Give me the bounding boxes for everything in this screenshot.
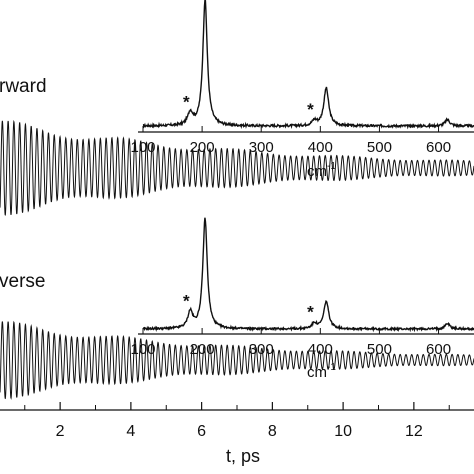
reverse-signal-trace — [0, 320, 474, 400]
inset-x-ticks: 100 200 300 400 500 600 — [130, 126, 451, 156]
forward-spectrum-inset: 100 200 300 400 500 600 * * cm-1 — [130, 0, 474, 180]
main-x-tick-label: 12 — [405, 423, 423, 440]
main-x-tick-label: 8 — [268, 423, 277, 440]
inset-x-tick-label: 400 — [308, 341, 333, 358]
main-x-axis-label: t, ps — [226, 446, 260, 466]
peak-marker-star: * — [183, 92, 190, 111]
inset-x-tick-label: 400 — [308, 139, 333, 156]
peak-marker-star: * — [307, 303, 314, 322]
inset-peak-markers: ** — [183, 92, 314, 119]
inset-background — [138, 0, 474, 132]
forward-spectrum-trace — [142, 0, 474, 130]
inset-x-axis-label: cm-1 — [307, 161, 336, 180]
main-x-tick-label: 2 — [56, 423, 65, 440]
panel-label-forward: rward — [0, 76, 47, 97]
inset-x-ticks: 100 200 300 400 500 600 — [130, 328, 451, 358]
forward-signal-trace — [0, 119, 474, 216]
inset-x-tick-label: 100 — [130, 139, 155, 156]
panel-label-reverse: verse — [0, 271, 45, 292]
inset-x-tick-label: 300 — [249, 139, 274, 156]
inset-x-tick-label: 500 — [367, 139, 392, 156]
inset-x-axis-label-base: cm — [307, 364, 327, 381]
main-x-tick-label: 6 — [197, 423, 206, 440]
inset-background — [138, 208, 474, 334]
inset-x-axis-label-exp: -1 — [327, 362, 336, 373]
inset-x-tick-label: 200 — [190, 139, 215, 156]
inset-x-tick-label: 600 — [426, 341, 451, 358]
inset-x-tick-label: 100 — [130, 341, 155, 358]
main-x-tick-label: 10 — [334, 423, 352, 440]
reverse-spectrum-trace — [142, 217, 474, 333]
inset-x-axis-label-base: cm — [307, 163, 327, 180]
peak-marker-star: * — [183, 292, 190, 311]
inset-x-tick-label: 600 — [426, 139, 451, 156]
main-x-tick-label: 4 — [126, 423, 135, 440]
peak-marker-star: * — [307, 100, 314, 119]
inset-x-tick-label: 200 — [190, 341, 215, 358]
inset-x-tick-label: 500 — [367, 341, 392, 358]
inset-x-axis-label-exp: -1 — [327, 161, 336, 172]
inset-x-axis-label: cm-1 — [307, 362, 336, 381]
inset-x-tick-label: 300 — [249, 341, 274, 358]
inset-peak-markers: ** — [183, 292, 314, 322]
reverse-spectrum-inset: 100 200 300 400 500 600 ** cm-1 — [130, 208, 474, 381]
main-x-ticks: 2 4 6 8 10 12 — [24, 402, 450, 440]
